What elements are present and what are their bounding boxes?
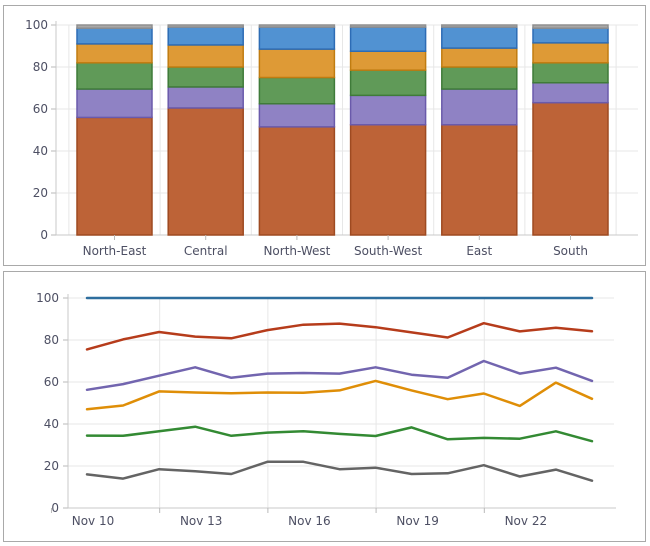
bar-segment-purple-North-West[interactable] bbox=[258, 103, 336, 128]
bar-segment-green-Central[interactable] bbox=[167, 66, 244, 88]
line-green[interactable] bbox=[85, 425, 594, 443]
bar-segment-gray-North-West[interactable] bbox=[258, 24, 336, 28]
x-axis-label: Nov 22 bbox=[505, 514, 548, 528]
y-axis-label: 100 bbox=[36, 291, 59, 305]
y-axis-label: 0 bbox=[40, 228, 48, 242]
bar-segment-gray-Central[interactable] bbox=[167, 24, 244, 28]
bar-segment-orange-North-West[interactable] bbox=[258, 48, 336, 79]
x-axis-label: North-East bbox=[83, 244, 147, 258]
x-axis-label: Nov 16 bbox=[288, 514, 331, 528]
y-axis-label: 60 bbox=[33, 102, 48, 116]
bar-segment-blue-North-East[interactable] bbox=[76, 27, 153, 45]
bar-segment-green-South[interactable] bbox=[532, 62, 609, 84]
bar-segment-purple-South[interactable] bbox=[532, 82, 609, 104]
bar-segment-gray-North-East[interactable] bbox=[76, 24, 153, 29]
y-axis-label: 80 bbox=[33, 60, 48, 74]
bar-segment-blue-South[interactable] bbox=[532, 27, 609, 44]
line-chart: 0 20 40 60 80 100 Nov 10 Nov 13 Nov 16 Nov 19 Nov … bbox=[36, 291, 616, 528]
bar-segment-brown-East[interactable] bbox=[441, 124, 518, 236]
line-red[interactable] bbox=[85, 321, 594, 351]
x-axis-label: Nov 19 bbox=[396, 514, 439, 528]
bar-segment-brown-Central[interactable] bbox=[167, 107, 244, 236]
bar-segment-orange-Central[interactable] bbox=[167, 44, 244, 68]
bar-segment-green-South-West[interactable] bbox=[349, 69, 427, 97]
bar-segment-orange-North-East[interactable] bbox=[76, 43, 153, 64]
bar-segment-orange-South[interactable] bbox=[532, 42, 609, 64]
bar-segment-gray-East[interactable] bbox=[441, 24, 518, 28]
bar-segment-gray-South[interactable] bbox=[532, 24, 609, 29]
y-axis-label: 40 bbox=[44, 417, 59, 431]
x-axis-label: Central bbox=[184, 244, 228, 258]
bar-segment-purple-Central[interactable] bbox=[167, 86, 244, 109]
bar-segment-blue-South-West[interactable] bbox=[349, 26, 427, 52]
x-axis-label: South-West bbox=[354, 244, 423, 258]
y-axis-label: 100 bbox=[25, 18, 48, 32]
x-axis-label: Nov 10 bbox=[72, 514, 115, 528]
bar-segment-brown-South-West[interactable] bbox=[349, 124, 427, 236]
bar-segment-orange-South-West[interactable] bbox=[349, 50, 427, 71]
bar-segment-gray-South-West[interactable] bbox=[349, 24, 427, 28]
y-axis-label: 0 bbox=[51, 501, 59, 515]
bar-segment-orange-East[interactable] bbox=[441, 47, 518, 68]
line-orange[interactable] bbox=[85, 379, 594, 411]
bar-segment-purple-South-West[interactable] bbox=[349, 94, 427, 126]
bar-segment-brown-South[interactable] bbox=[532, 101, 609, 236]
y-axis-label: 40 bbox=[33, 144, 48, 158]
stacked-bar-chart: 0 20 40 60 80 100 North-East Central North-West S… bbox=[25, 18, 638, 258]
x-axis-label: North-West bbox=[263, 244, 330, 258]
bar-segment-blue-North-West[interactable] bbox=[258, 26, 336, 50]
y-axis-label: 60 bbox=[44, 375, 59, 389]
x-axis-label: Nov 13 bbox=[180, 514, 223, 528]
bar-segment-green-North-East[interactable] bbox=[76, 62, 153, 90]
x-axis-label: East bbox=[466, 244, 492, 258]
bar-segment-purple-North-East[interactable] bbox=[76, 88, 153, 119]
y-axis-label: 20 bbox=[33, 186, 48, 200]
x-axis-label: South bbox=[553, 244, 588, 258]
bar-segment-blue-Central[interactable] bbox=[167, 26, 244, 46]
bar-segment-blue-East[interactable] bbox=[441, 26, 518, 49]
stacked-bar-chart-panel: 0 20 40 60 80 100 North-East Central North-West S… bbox=[3, 5, 646, 266]
bar-segment-brown-North-West[interactable] bbox=[258, 126, 336, 236]
line-gray[interactable] bbox=[85, 460, 594, 482]
bar-segment-brown-North-East[interactable] bbox=[76, 116, 153, 236]
bar-segment-green-North-West[interactable] bbox=[258, 76, 336, 105]
line-purple[interactable] bbox=[85, 359, 594, 392]
line-chart-panel: 0 20 40 60 80 100 Nov 10 Nov 13 Nov 16 Nov 19 Nov … bbox=[3, 271, 646, 542]
y-axis-label: 20 bbox=[44, 459, 59, 473]
bar-segment-green-East[interactable] bbox=[441, 66, 518, 90]
bar-segment-purple-East[interactable] bbox=[441, 88, 518, 126]
y-axis-label: 80 bbox=[44, 333, 59, 347]
